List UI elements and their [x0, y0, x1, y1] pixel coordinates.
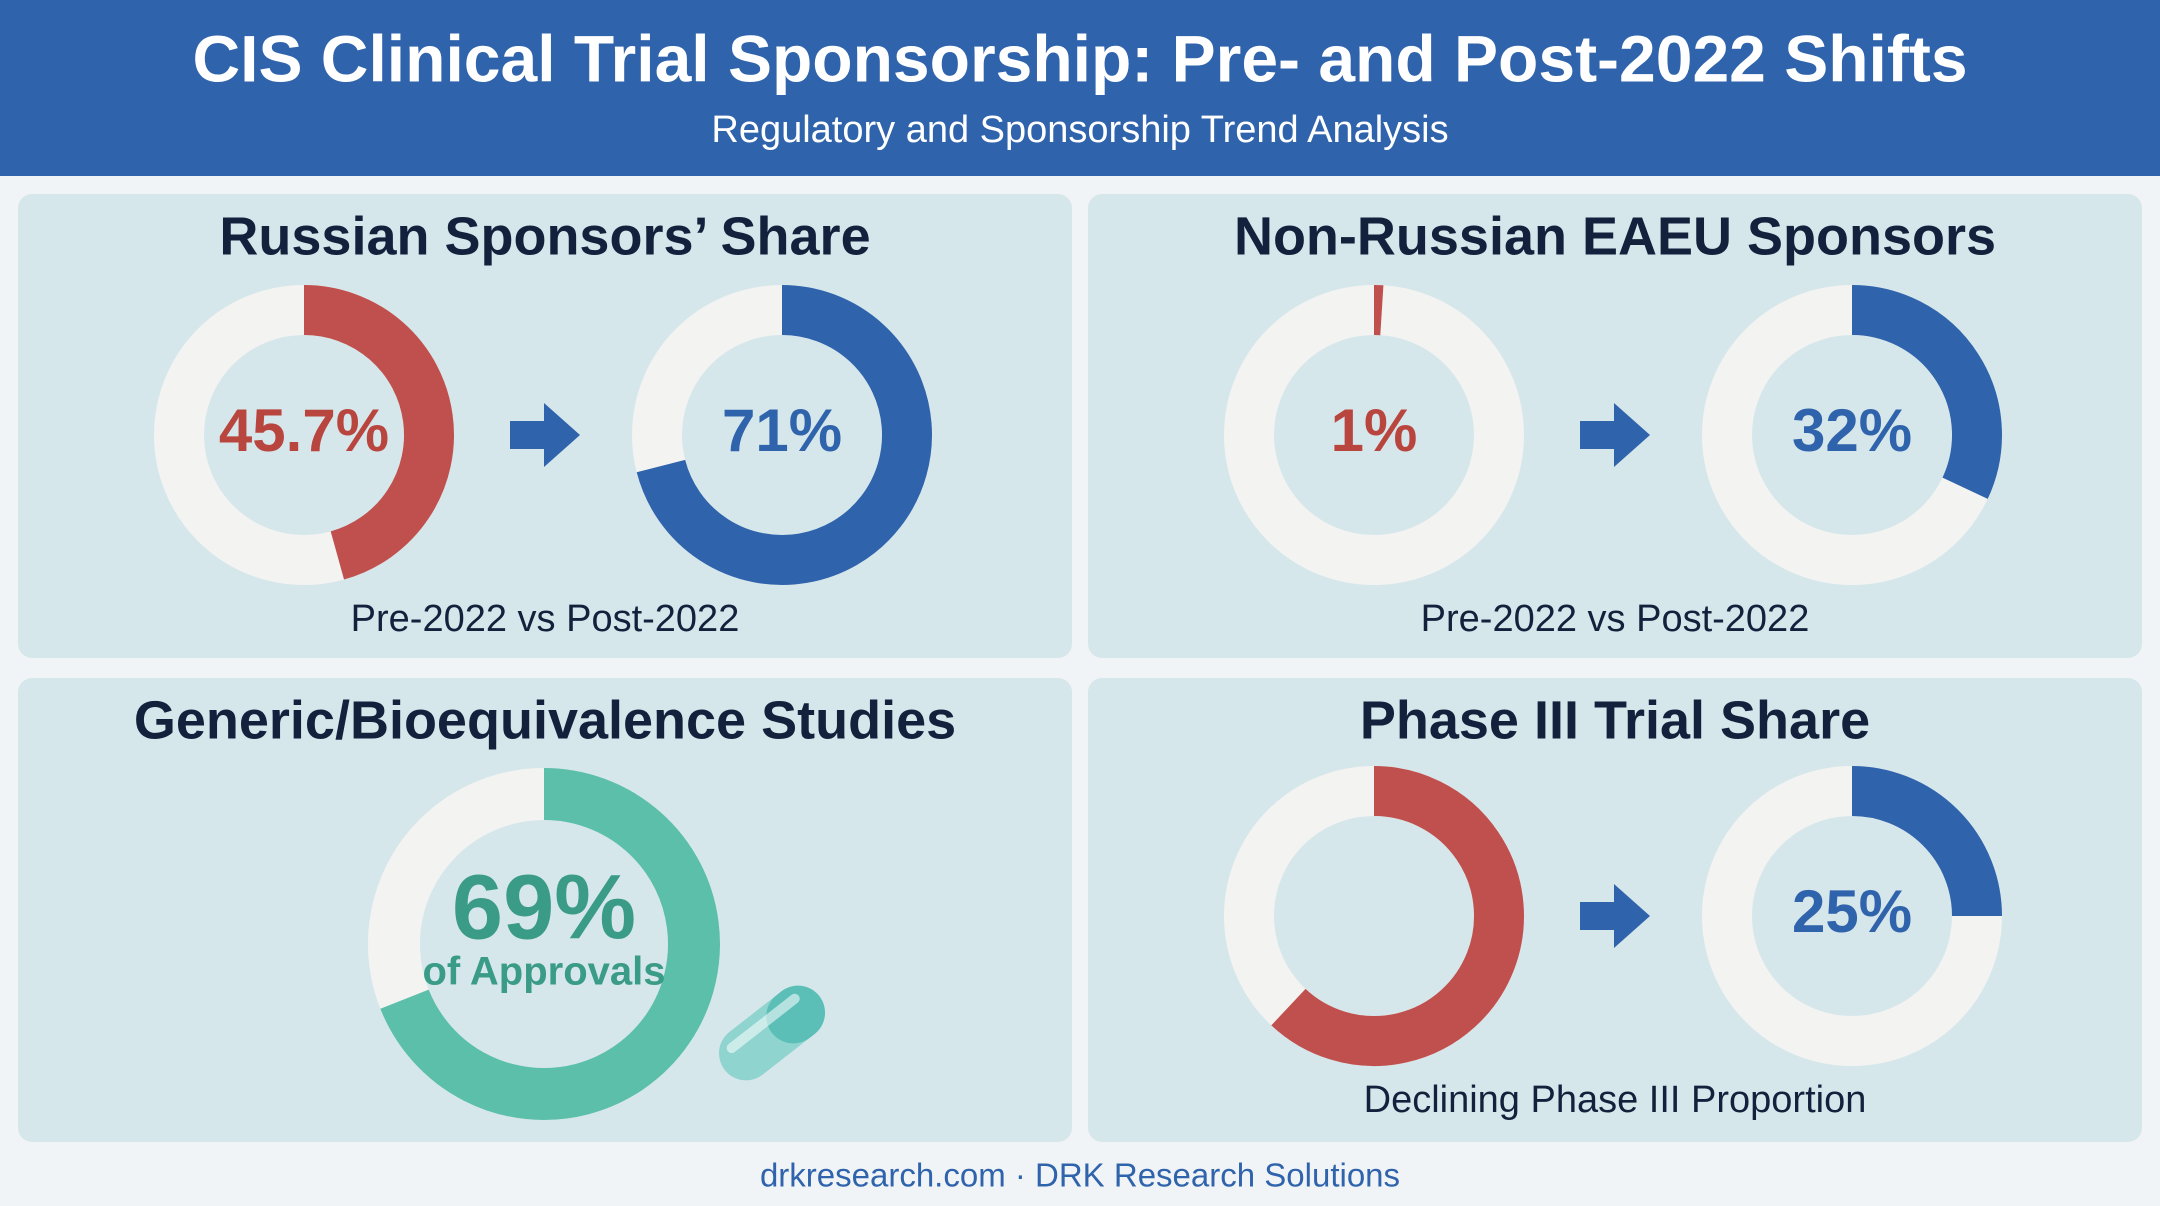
- caption: Pre-2022 vs Post-2022: [351, 598, 740, 640]
- donut-label: 25%: [1792, 878, 1912, 945]
- arrow: [1580, 884, 1650, 948]
- arrow: [1580, 403, 1650, 467]
- donut-label: 71%: [722, 397, 842, 464]
- caption: Declining Phase III Proportion: [1364, 1079, 1867, 1121]
- panel-title: Generic/Bioequivalence Studies: [134, 690, 956, 750]
- footer: drkresearch.com · DRK Research Solutions: [760, 1157, 1400, 1194]
- pill-icon: [718, 985, 826, 1081]
- donut-arc: [303, 285, 454, 580]
- panel-title: Phase III Trial Share: [1360, 690, 1870, 750]
- donut-label: 45.7%: [219, 397, 389, 464]
- page-subtitle: Regulatory and Sponsorship Trend Analysi…: [711, 109, 1448, 151]
- pill-half: [766, 985, 826, 1044]
- caption: Pre-2022 vs Post-2022: [1421, 598, 1810, 640]
- donut-arc: [1851, 766, 2002, 917]
- donut-arc: [380, 768, 720, 1120]
- pill-shine: [726, 993, 800, 1053]
- donut-note: of Approvals: [423, 950, 666, 994]
- donut-arc: [1271, 766, 1524, 1066]
- donut-label: 69%: [452, 856, 636, 958]
- header-band: [0, 0, 2160, 176]
- donut-label: 1%: [1331, 397, 1418, 464]
- page-title: CIS Clinical Trial Sponsorship: Pre- and…: [192, 21, 1967, 95]
- donut-arc: [1851, 285, 2002, 499]
- donut-arc: [636, 285, 932, 585]
- panel-title: Russian Sponsors’ Share: [219, 206, 870, 266]
- panel-title: Non-Russian EAEU Sponsors: [1234, 206, 1996, 266]
- donut-label: 32%: [1792, 397, 1912, 464]
- arrow: [510, 403, 580, 467]
